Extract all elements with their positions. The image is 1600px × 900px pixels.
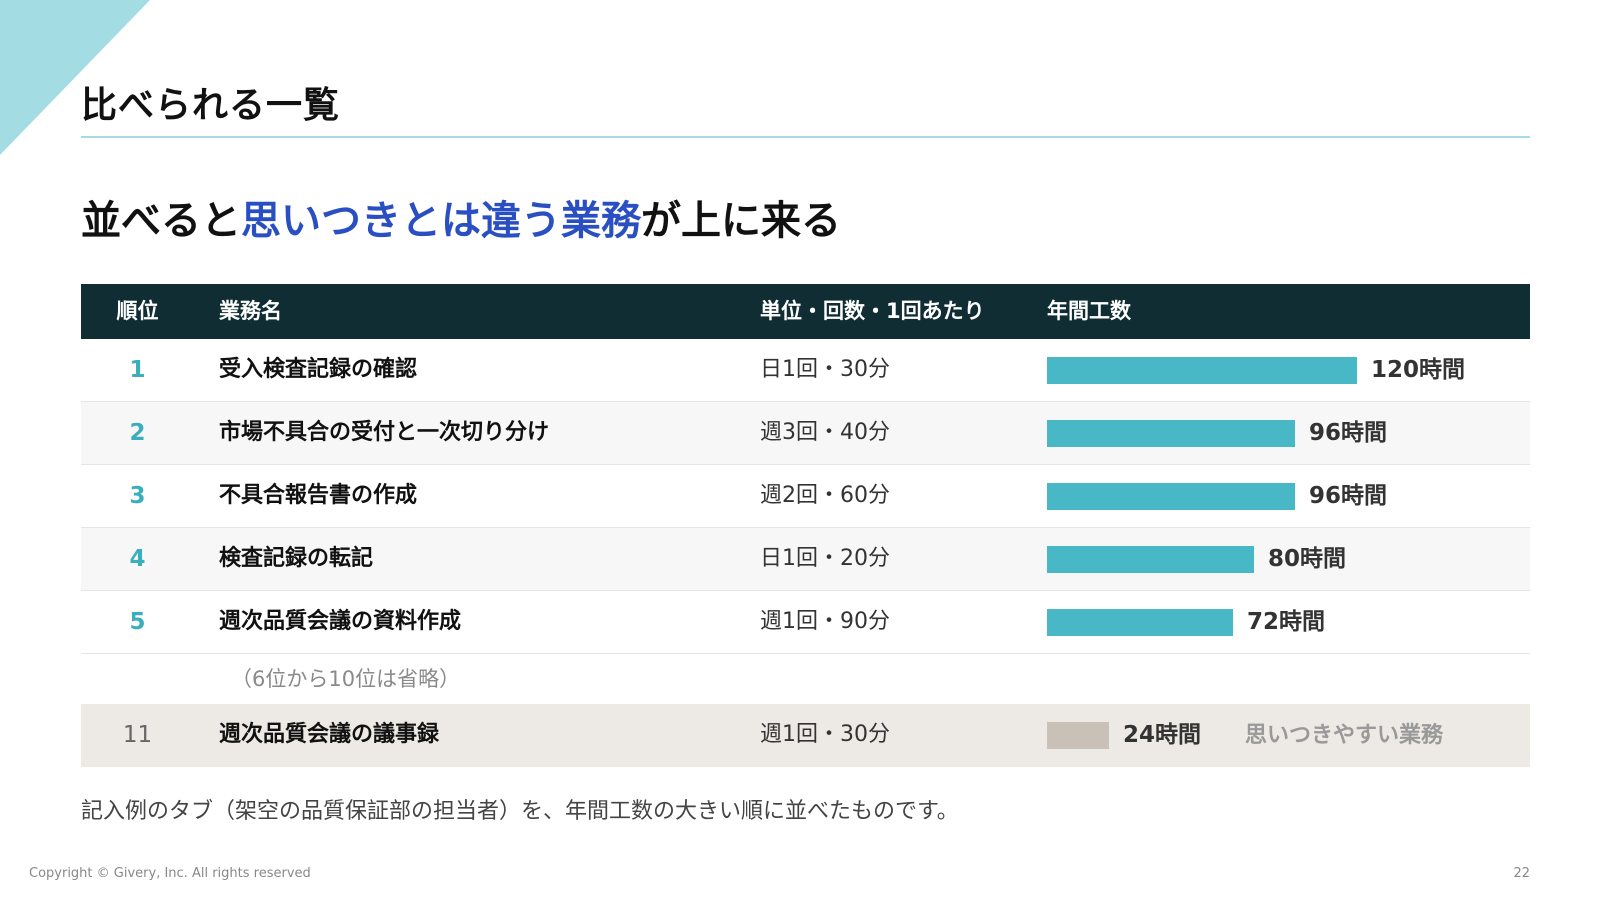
header-task: 業務名 [219,299,282,323]
task-cell: 市場不具合の受付と一次切り分け [219,420,550,445]
frequency-cell: 週1回・90分 [760,609,890,634]
annual-value: 80時間 [1268,546,1347,572]
task-cell: 受入検査記録の確認 [219,357,418,382]
frequency-cell: 週3回・40分 [760,420,890,445]
annual-value: 120時間 [1371,357,1466,383]
task-cell: 不具合報告書の作成 [219,483,418,508]
table-row: 4 検査記録の転記 日1回・20分 80時間 [81,528,1530,591]
headline-suffix: が上に来る [641,198,841,244]
omitted-rows-note: （6位から10位は省略） [81,654,1530,704]
annual-bar [1047,722,1109,749]
rank-cell: 11 [122,722,153,748]
rank-cell: 2 [129,420,146,446]
task-cell: 検査記録の転記 [219,546,374,571]
annual-bar [1047,546,1254,573]
corner-decoration [0,0,150,155]
annual-value: 24時間 [1123,722,1202,748]
table-header: 順位 業務名 単位・回数・1回あたり 年間工数 [81,284,1530,339]
rank-cell: 1 [129,357,146,383]
header-rank: 順位 [116,299,159,323]
frequency-cell: 日1回・20分 [760,546,890,571]
slide-title: 比べられる一覧 [81,85,341,126]
frequency-cell: 週1回・30分 [760,722,890,747]
page-number: 22 [1513,866,1530,881]
table-row: 1 受入検査記録の確認 日1回・30分 120時間 [81,339,1530,402]
table-row: 5 週次品質会議の資料作成 週1回・90分 72時間 [81,591,1530,654]
table-row: 2 市場不具合の受付と一次切り分け 週3回・40分 96時間 [81,402,1530,465]
copyright: Copyright © Givery, Inc. All rights rese… [29,866,311,881]
frequency-cell: 週2回・60分 [760,483,890,508]
task-cell: 週次品質会議の資料作成 [219,609,462,634]
title-divider [81,136,1530,138]
footnote: 記入例のタブ（架空の品質保証部の担当者）を、年間工数の大きい順に並べたものです。 [81,799,959,824]
easy-to-recall-label: 思いつきやすい業務 [1245,723,1444,748]
annual-value: 96時間 [1309,483,1388,509]
ranking-table: 順位 業務名 単位・回数・1回あたり 年間工数 1 受入検査記録の確認 日1回・… [81,284,1530,767]
frequency-cell: 日1回・30分 [760,357,890,382]
annual-bar [1047,357,1357,384]
headline-highlight: 思いつきとは違う業務 [241,198,641,244]
annual-value: 96時間 [1309,420,1388,446]
header-annual: 年間工数 [1047,299,1131,323]
rank-cell: 4 [129,546,146,572]
annual-value: 72時間 [1247,609,1326,635]
headline: 並べると思いつきとは違う業務が上に来る [81,188,841,246]
rank-cell: 5 [129,609,146,635]
header-frequency: 単位・回数・1回あたり [760,299,985,323]
task-cell: 週次品質会議の議事録 [219,722,440,747]
rank-cell: 3 [129,483,146,509]
annual-bar [1047,483,1295,510]
headline-prefix: 並べると [81,198,241,244]
annual-bar [1047,609,1233,636]
annual-bar [1047,420,1295,447]
omitted-text: （6位から10位は省略） [231,667,461,691]
table-row: 3 不具合報告書の作成 週2回・60分 96時間 [81,465,1530,528]
table-row-highlight: 11 週次品質会議の議事録 週1回・30分 24時間 思いつきやすい業務 [81,704,1530,767]
